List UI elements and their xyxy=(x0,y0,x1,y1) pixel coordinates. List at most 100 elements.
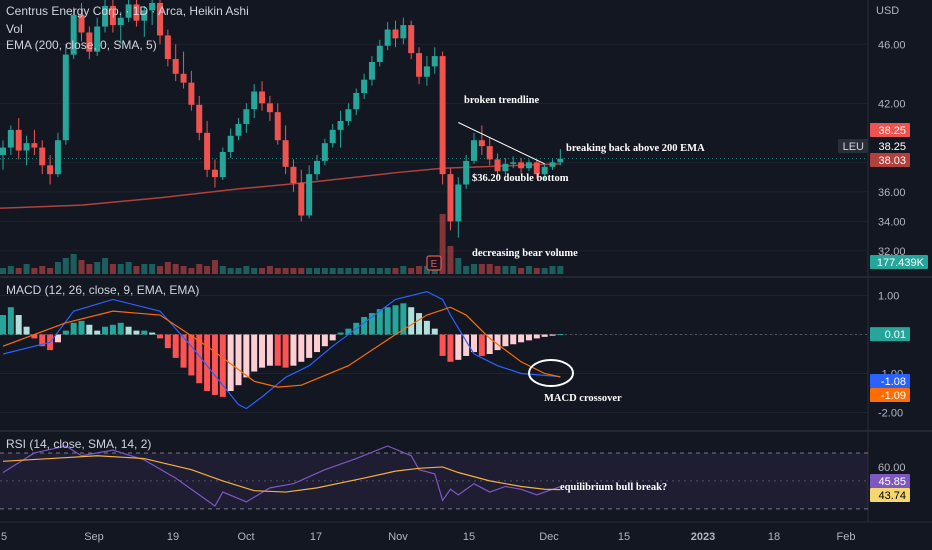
time-tick-label: 5 xyxy=(1,531,7,543)
volume-value-tag: 177.439K xyxy=(877,257,925,269)
candle-body xyxy=(227,135,234,153)
candle-body xyxy=(102,5,109,27)
price-tag-last-bg xyxy=(870,139,910,153)
macd-histogram-bar xyxy=(7,307,14,335)
price-tick-label: 32.00 xyxy=(878,246,906,258)
candle-body xyxy=(188,82,195,105)
volume-bar xyxy=(94,262,101,274)
candle-body xyxy=(219,152,226,178)
candle-body xyxy=(54,140,61,175)
macd-tick-label: -2.00 xyxy=(878,407,903,419)
volume-bar xyxy=(549,266,556,274)
candle-body xyxy=(494,159,501,172)
volume-bar xyxy=(518,268,525,274)
broken-trendline xyxy=(458,122,545,165)
volume-bar xyxy=(243,266,250,274)
macd-histogram-bar xyxy=(62,330,69,335)
volume-bar xyxy=(290,268,297,274)
candle-body xyxy=(376,45,383,62)
rsi-tick-label: 60.00 xyxy=(878,462,906,474)
candle-body xyxy=(78,14,85,33)
macd-histogram-bar xyxy=(157,334,163,339)
candle-body xyxy=(23,143,30,151)
annotation-text: broken trendline xyxy=(464,95,540,106)
macd-histogram-bar xyxy=(149,332,156,335)
price-axis[interactable]: 46.0042.0038.0036.0034.0032.001.000.00-1… xyxy=(838,39,928,502)
macd-histogram-bar xyxy=(211,334,218,395)
price-tick-label: 42.00 xyxy=(878,98,906,110)
candle-body xyxy=(196,104,203,133)
volume-bar xyxy=(345,268,352,274)
macd-histogram-bar xyxy=(251,334,258,372)
candle-body xyxy=(94,26,101,52)
candle-body xyxy=(282,140,289,167)
volume-bar xyxy=(7,266,14,274)
candle-body xyxy=(0,147,6,155)
annotation-text: $36.20 double bottom xyxy=(472,173,569,184)
volume-bar xyxy=(471,264,477,274)
time-tick-label: 18 xyxy=(768,531,780,543)
macd-layer xyxy=(0,291,564,410)
candle-body xyxy=(337,121,344,130)
candle-body xyxy=(266,103,273,113)
macd-histogram-bar xyxy=(235,334,242,386)
candle-body xyxy=(47,165,54,175)
candle-body xyxy=(502,163,509,172)
macd-histogram-bar xyxy=(541,334,548,337)
annotation-text: MACD crossover xyxy=(544,393,622,404)
volume-bar xyxy=(259,268,266,274)
macd-histogram-bar xyxy=(549,334,556,336)
volume-bar xyxy=(541,268,548,274)
volume-bar xyxy=(39,266,46,274)
volume-bar xyxy=(361,268,368,274)
macd-histogram-bar xyxy=(0,315,6,335)
volume-bar xyxy=(188,268,195,274)
volume-bar xyxy=(47,268,54,274)
volume-bar xyxy=(172,264,179,274)
volume-bar xyxy=(376,268,383,274)
rsi-ma-line xyxy=(2,455,561,493)
signal-value-tag: -1.09 xyxy=(881,390,906,402)
volume-bar xyxy=(423,266,430,274)
candle-body xyxy=(392,29,399,39)
candle-body xyxy=(549,162,556,167)
candle-body xyxy=(510,162,517,164)
volume-bar xyxy=(478,264,485,274)
macd-histogram-bar xyxy=(455,334,462,360)
candle-body xyxy=(172,59,179,74)
ema-200-line xyxy=(0,163,561,209)
earnings-marker-label: E xyxy=(431,259,438,270)
macd-value-tag: -1.08 xyxy=(881,376,906,388)
candles-layer[interactable] xyxy=(0,0,564,238)
volume-bars xyxy=(0,214,564,274)
volume-bar xyxy=(400,266,407,274)
candle-body xyxy=(251,91,258,110)
macd-histogram-bar xyxy=(533,334,540,339)
macd-histogram-bar xyxy=(31,334,38,339)
candle-body xyxy=(439,56,446,175)
macd-histogram-bar xyxy=(172,334,179,358)
macd-histogram-bar xyxy=(39,334,46,347)
volume-bar xyxy=(392,268,399,274)
annotation-text: breaking back above 200 EMA xyxy=(566,143,705,154)
macd-histogram-bar xyxy=(486,334,493,354)
macd-histogram-bar xyxy=(141,330,148,335)
volume-bar xyxy=(251,268,258,274)
candle-body xyxy=(463,160,470,185)
ema-label: EMA (200, close, 0, SMA, 5) xyxy=(6,38,157,52)
volume-bar xyxy=(133,266,140,274)
candle-body xyxy=(149,2,156,11)
candle-body xyxy=(164,35,171,60)
rsi-value-tag: 45.85 xyxy=(878,476,906,488)
candle-body xyxy=(15,129,22,151)
candle-body xyxy=(416,53,423,77)
candle-body xyxy=(274,112,281,141)
macd-histogram-bar xyxy=(298,334,305,362)
macd-histogram-bar xyxy=(557,334,564,336)
candle-body xyxy=(486,146,493,160)
macd-histogram-bar xyxy=(408,307,415,335)
rsi-layer xyxy=(2,445,561,507)
volume-bar xyxy=(447,246,454,274)
time-axis[interactable]: 5 Sep 19 Oct 17 Nov 15 Dec 15 2023 18 Feb xyxy=(1,531,856,543)
